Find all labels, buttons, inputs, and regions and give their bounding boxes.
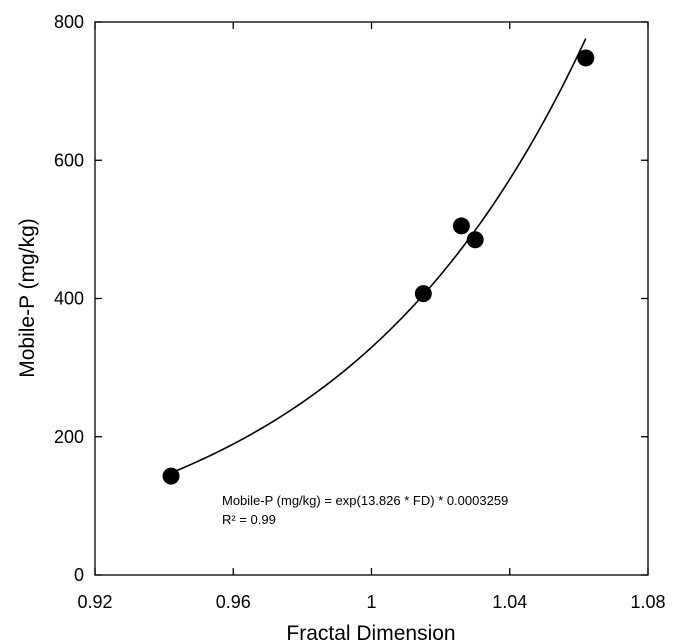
x-tick-label: 0.92 xyxy=(77,592,112,612)
data-point xyxy=(452,217,470,235)
r2-annotation: R² = 0.99 xyxy=(222,512,276,527)
equation-annotation: Mobile-P (mg/kg) = exp(13.826 * FD) * 0.… xyxy=(222,493,508,508)
y-tick-label: 0 xyxy=(74,565,84,585)
data-point xyxy=(466,231,484,249)
data-point xyxy=(162,467,180,485)
data-point xyxy=(577,49,595,67)
x-tick-label: 0.96 xyxy=(216,592,251,612)
y-tick-label: 200 xyxy=(54,427,84,447)
y-tick-label: 600 xyxy=(54,150,84,170)
y-tick-label: 400 xyxy=(54,289,84,309)
fit-curve xyxy=(170,38,587,474)
x-axis-title: Fractal Dimension xyxy=(286,622,455,644)
axis-ticks xyxy=(94,21,649,576)
data-point xyxy=(414,285,432,303)
x-tick-label: 1 xyxy=(366,592,376,612)
x-tick-label: 1.08 xyxy=(630,592,665,612)
x-tick-label: 1.04 xyxy=(492,592,527,612)
axis-tick-labels: 0.92 0.96 1 1.04 1.08 0 200 400 600 800 xyxy=(54,12,666,612)
y-axis-title: Mobile-P (mg/kg) xyxy=(16,218,39,378)
y-tick-label: 800 xyxy=(54,12,84,32)
data-points xyxy=(162,49,595,485)
